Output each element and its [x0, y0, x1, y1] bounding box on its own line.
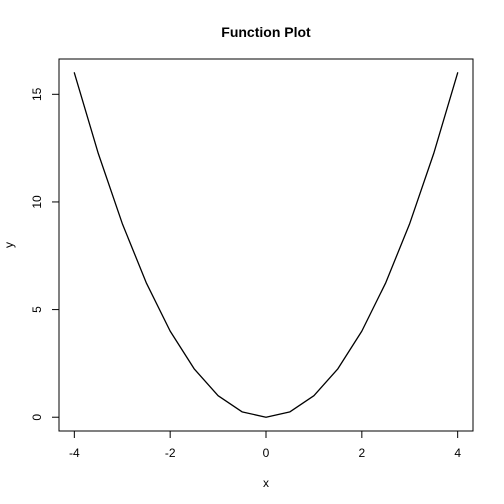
x-tick-label: -2 — [165, 446, 176, 460]
plot-frame — [58, 58, 474, 432]
y-tick-label: 0 — [30, 414, 44, 421]
chart-title: Function Plot — [221, 24, 311, 40]
series-line — [73, 72, 459, 418]
y-axis: 0 5 10 15 — [30, 87, 60, 421]
x-tick-label: 4 — [454, 446, 461, 460]
x-tick-label: -4 — [69, 446, 80, 460]
y-axis-label: y — [2, 242, 16, 248]
x-axis: -4 -2 0 2 4 — [69, 430, 461, 460]
y-tick-label: 10 — [30, 195, 44, 209]
x-tick-label: 0 — [263, 446, 270, 460]
series-layer — [73, 72, 459, 418]
x-axis-label: x — [263, 476, 269, 490]
x-tick-label: 2 — [358, 446, 365, 460]
y-tick-label: 15 — [30, 87, 44, 101]
y-tick-label: 5 — [30, 306, 44, 313]
